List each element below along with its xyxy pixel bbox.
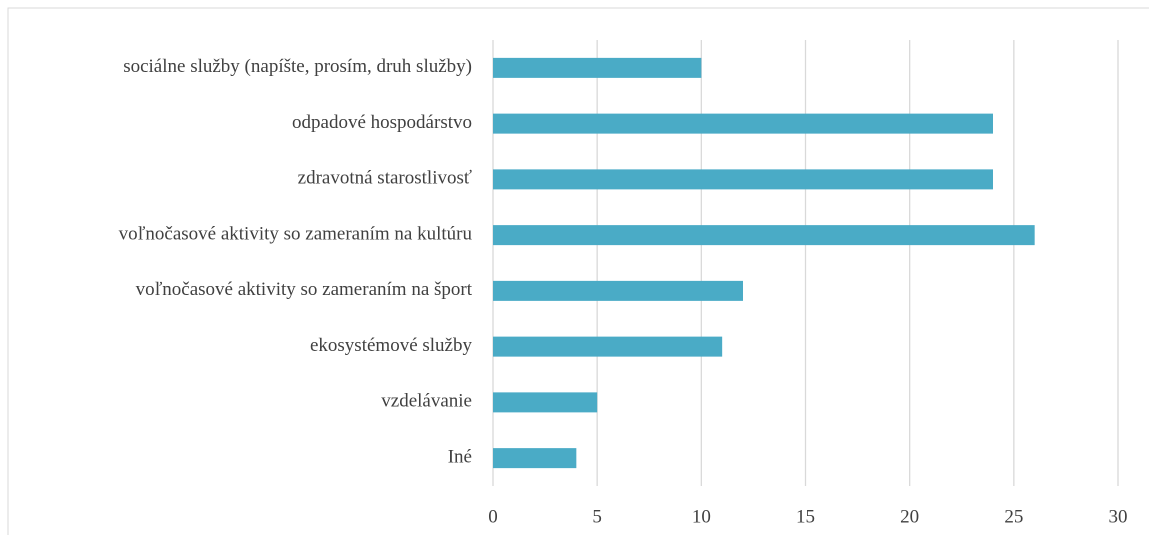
x-tick-label: 25 bbox=[1004, 506, 1023, 527]
bar bbox=[493, 169, 993, 190]
y-tick-label: zdravotná starostlivosť bbox=[298, 168, 472, 189]
x-tick-label: 15 bbox=[796, 506, 815, 527]
bar bbox=[493, 392, 598, 413]
bar bbox=[493, 336, 723, 357]
y-tick-label: voľnočasové aktivity so zameraním na špo… bbox=[136, 279, 473, 300]
chart-frame bbox=[7, 7, 1149, 535]
x-tick-label: 30 bbox=[1109, 506, 1128, 527]
y-tick-label: Iné bbox=[448, 446, 472, 467]
bar bbox=[493, 280, 743, 301]
y-tick-label: odpadové hospodárstvo bbox=[292, 112, 472, 133]
x-tick-label: 10 bbox=[692, 506, 711, 527]
bar bbox=[493, 57, 702, 78]
bar bbox=[493, 448, 577, 469]
bar bbox=[493, 113, 993, 134]
bar bbox=[493, 225, 1035, 246]
y-tick-label: vzdelávanie bbox=[381, 391, 472, 412]
y-tick-label: sociálne služby (napíšte, prosím, druh s… bbox=[123, 56, 472, 77]
y-tick-label: voľnočasové aktivity so zameraním na kul… bbox=[119, 223, 473, 244]
y-tick-label: ekosystémové služby bbox=[310, 335, 473, 356]
x-tick-label: 0 bbox=[488, 506, 498, 527]
x-tick-label: 20 bbox=[900, 506, 919, 527]
x-tick-label: 5 bbox=[592, 506, 602, 527]
